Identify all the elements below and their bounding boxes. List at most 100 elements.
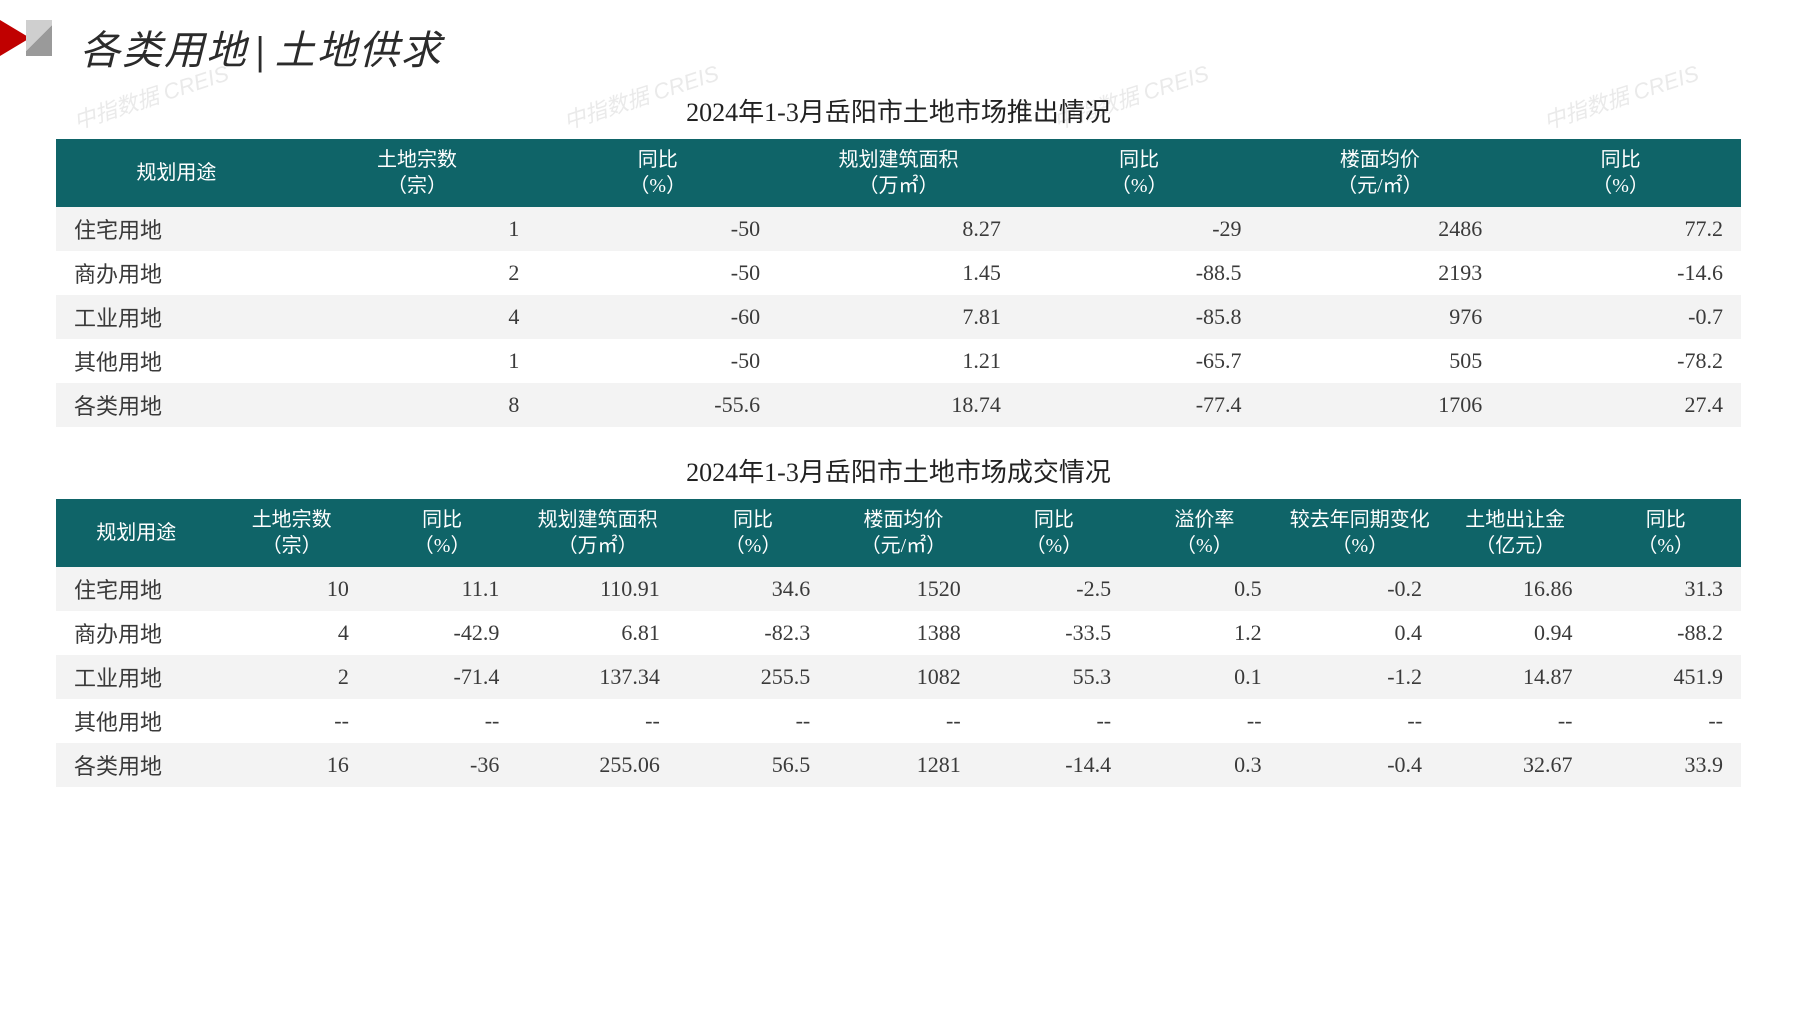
table1-cell: -50 bbox=[537, 207, 778, 251]
table1-header-cell: 楼面均价（元/㎡） bbox=[1260, 139, 1501, 207]
table2-cell: -14.4 bbox=[979, 743, 1129, 787]
table2-cell: 住宅用地 bbox=[56, 567, 216, 611]
table1-cell: 1.45 bbox=[778, 251, 1019, 295]
table2-cell: 1520 bbox=[828, 567, 978, 611]
table1-cell: -78.2 bbox=[1500, 339, 1741, 383]
table2-cell: 255.5 bbox=[678, 655, 828, 699]
table1-cell: 505 bbox=[1260, 339, 1501, 383]
table1-cell: 8.27 bbox=[778, 207, 1019, 251]
table2-title: 2024年1-3月岳阳市土地市场成交情况 bbox=[56, 452, 1741, 489]
table1-row: 商办用地2-501.45-88.52193-14.6 bbox=[56, 251, 1741, 295]
table2-cell: 0.1 bbox=[1129, 655, 1279, 699]
table2-header-cell: 同比（%） bbox=[979, 499, 1129, 567]
table1-cell: 4 bbox=[297, 295, 538, 339]
table2-cell: -88.2 bbox=[1590, 611, 1741, 655]
table2-header-row: 规划用途土地宗数（宗）同比（%）规划建筑面积（万㎡）同比（%）楼面均价（元/㎡）… bbox=[56, 499, 1741, 567]
table1-cell: 其他用地 bbox=[56, 339, 297, 383]
table2-cell: -- bbox=[367, 699, 517, 743]
table2-cell: -- bbox=[1280, 699, 1440, 743]
table1-cell: 2193 bbox=[1260, 251, 1501, 295]
table2-cell: 32.67 bbox=[1440, 743, 1590, 787]
table1-cell: -29 bbox=[1019, 207, 1260, 251]
table2-header-cell: 同比（%） bbox=[1590, 499, 1741, 567]
table2-cell: 451.9 bbox=[1590, 655, 1741, 699]
table1-cell: 住宅用地 bbox=[56, 207, 297, 251]
table1-cell: 1 bbox=[297, 339, 538, 383]
table1-title: 2024年1-3月岳阳市土地市场推出情况 bbox=[56, 92, 1741, 129]
table2-cell: -- bbox=[1129, 699, 1279, 743]
table1-section: 2024年1-3月岳阳市土地市场推出情况 规划用途土地宗数（宗）同比（%）规划建… bbox=[56, 92, 1741, 427]
table1-cell: -55.6 bbox=[537, 383, 778, 427]
table2-cell: 137.34 bbox=[517, 655, 677, 699]
table2-cell: 55.3 bbox=[979, 655, 1129, 699]
table2-cell: 110.91 bbox=[517, 567, 677, 611]
table2-cell: -- bbox=[1590, 699, 1741, 743]
table2-cell: -1.2 bbox=[1280, 655, 1440, 699]
table2-cell: 1.2 bbox=[1129, 611, 1279, 655]
table1-header-cell: 规划建筑面积（万㎡） bbox=[778, 139, 1019, 207]
table2-cell: 56.5 bbox=[678, 743, 828, 787]
table1-cell: 27.4 bbox=[1500, 383, 1741, 427]
table2-cell: -71.4 bbox=[367, 655, 517, 699]
table1-cell: -14.6 bbox=[1500, 251, 1741, 295]
page-title: 各类用地|土地供求 bbox=[80, 18, 443, 76]
table1-cell: 1 bbox=[297, 207, 538, 251]
table2-cell: 商办用地 bbox=[56, 611, 216, 655]
table2-cell: -- bbox=[517, 699, 677, 743]
table1-cell: -88.5 bbox=[1019, 251, 1260, 295]
table1-cell: 77.2 bbox=[1500, 207, 1741, 251]
table2-cell: -42.9 bbox=[367, 611, 517, 655]
table1-cell: -50 bbox=[537, 339, 778, 383]
table1-cell: -65.7 bbox=[1019, 339, 1260, 383]
table2-header-cell: 楼面均价（元/㎡） bbox=[828, 499, 978, 567]
table1-row: 其他用地1-501.21-65.7505-78.2 bbox=[56, 339, 1741, 383]
table1-cell: 8 bbox=[297, 383, 538, 427]
table1: 规划用途土地宗数（宗）同比（%）规划建筑面积（万㎡）同比（%）楼面均价（元/㎡）… bbox=[56, 139, 1741, 427]
table1-header-cell: 同比（%） bbox=[1019, 139, 1260, 207]
table2-cell: 其他用地 bbox=[56, 699, 216, 743]
table2-cell: 10 bbox=[216, 567, 366, 611]
table1-cell: 1.21 bbox=[778, 339, 1019, 383]
table2-cell: 0.94 bbox=[1440, 611, 1590, 655]
table1-row: 工业用地4-607.81-85.8976-0.7 bbox=[56, 295, 1741, 339]
table2-header-cell: 规划用途 bbox=[56, 499, 216, 567]
table2-cell: 33.9 bbox=[1590, 743, 1741, 787]
table2-cell: 1082 bbox=[828, 655, 978, 699]
table2-cell: -0.2 bbox=[1280, 567, 1440, 611]
logo-gray-shape bbox=[26, 20, 52, 56]
table2-cell: 1388 bbox=[828, 611, 978, 655]
table2-cell: 255.06 bbox=[517, 743, 677, 787]
table2-header-cell: 同比（%） bbox=[678, 499, 828, 567]
table1-cell: 2486 bbox=[1260, 207, 1501, 251]
table1-cell: 各类用地 bbox=[56, 383, 297, 427]
table2-cell: 工业用地 bbox=[56, 655, 216, 699]
table2-cell: 1281 bbox=[828, 743, 978, 787]
table1-cell: 工业用地 bbox=[56, 295, 297, 339]
table2-row: 住宅用地1011.1110.9134.61520-2.50.5-0.216.86… bbox=[56, 567, 1741, 611]
table2-cell: -- bbox=[678, 699, 828, 743]
table1-row: 各类用地8-55.618.74-77.4170627.4 bbox=[56, 383, 1741, 427]
table1-cell: 2 bbox=[297, 251, 538, 295]
table2-cell: 16 bbox=[216, 743, 366, 787]
table2-row: 商办用地4-42.96.81-82.31388-33.51.20.40.94-8… bbox=[56, 611, 1741, 655]
table2-cell: -- bbox=[828, 699, 978, 743]
table1-cell: -77.4 bbox=[1019, 383, 1260, 427]
logo bbox=[0, 20, 52, 56]
table1-cell: -60 bbox=[537, 295, 778, 339]
table2-cell: 0.5 bbox=[1129, 567, 1279, 611]
table2-cell: 0.3 bbox=[1129, 743, 1279, 787]
table2-cell: 4 bbox=[216, 611, 366, 655]
table2-cell: 14.87 bbox=[1440, 655, 1590, 699]
table1-header-cell: 同比（%） bbox=[1500, 139, 1741, 207]
table2-row: 各类用地16-36255.0656.51281-14.40.3-0.432.67… bbox=[56, 743, 1741, 787]
table1-cell: -85.8 bbox=[1019, 295, 1260, 339]
table2-header-cell: 同比（%） bbox=[367, 499, 517, 567]
table2-cell: -82.3 bbox=[678, 611, 828, 655]
table2-cell: 2 bbox=[216, 655, 366, 699]
table1-cell: -0.7 bbox=[1500, 295, 1741, 339]
table1-header-row: 规划用途土地宗数（宗）同比（%）规划建筑面积（万㎡）同比（%）楼面均价（元/㎡）… bbox=[56, 139, 1741, 207]
table2-header-cell: 较去年同期变化（%） bbox=[1280, 499, 1440, 567]
table2-cell: -2.5 bbox=[979, 567, 1129, 611]
title-separator: | bbox=[256, 28, 267, 73]
table2-cell: 16.86 bbox=[1440, 567, 1590, 611]
